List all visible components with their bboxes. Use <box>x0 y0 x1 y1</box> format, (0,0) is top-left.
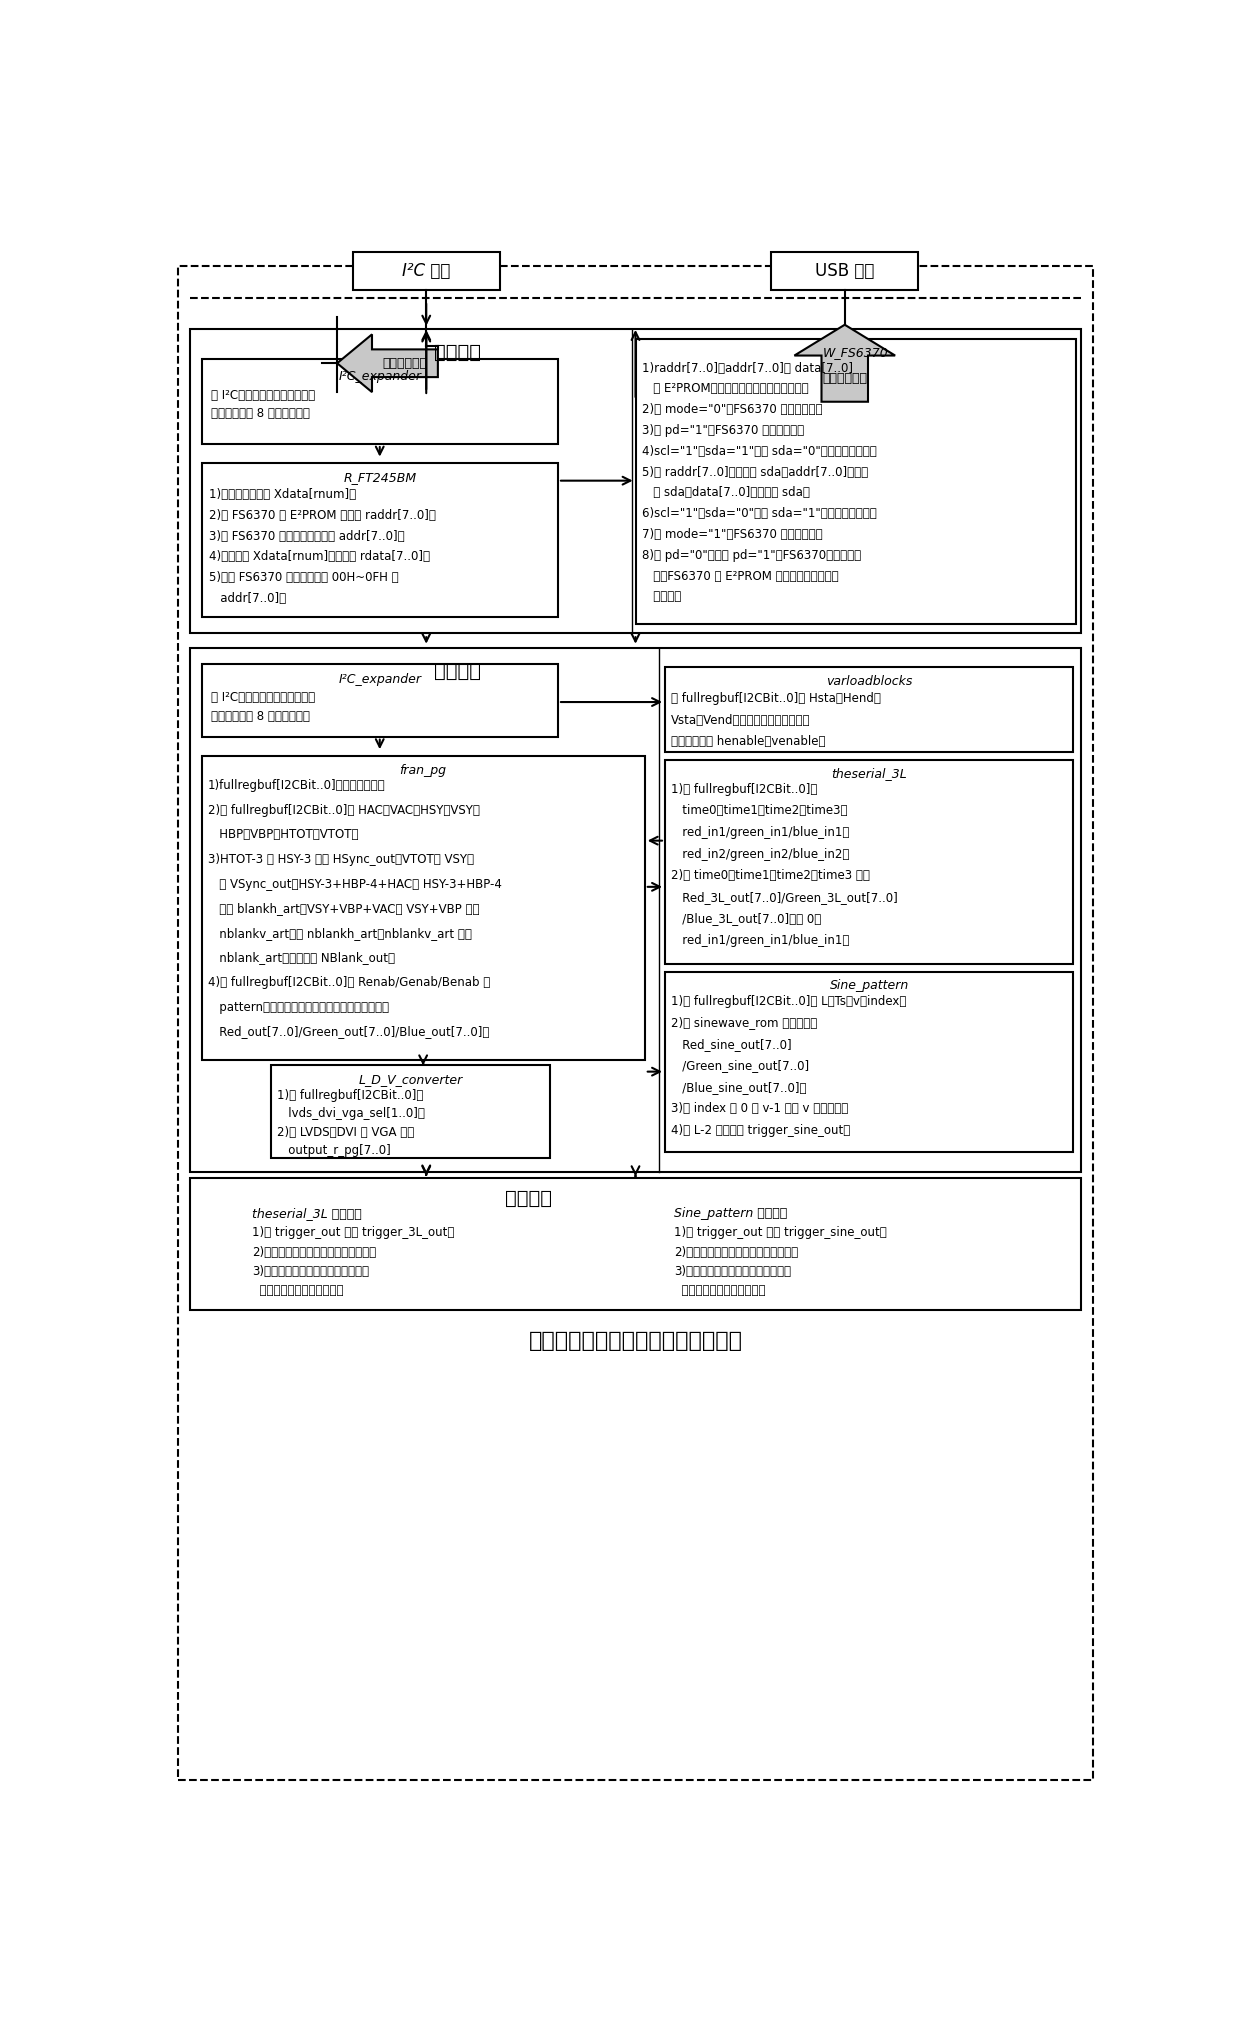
Text: 1)从 trigger_out 接收 trigger_3L_out；: 1)从 trigger_out 接收 trigger_3L_out； <box>252 1226 454 1240</box>
Text: Red_3L_out[7..0]/Green_3L_out[7..0]: Red_3L_out[7..0]/Green_3L_out[7..0] <box>671 891 898 904</box>
Text: 接收测量数据: 接收测量数据 <box>382 357 428 369</box>
Text: pattern，使能输出方块跳变图形或正弦序列图形: pattern，使能输出方块跳变图形或正弦序列图形 <box>207 1001 388 1013</box>
Text: red_in1/green_in1/blue_in1。: red_in1/green_in1/blue_in1。 <box>671 934 849 946</box>
Text: 1)从 fullregbuf[I2CBit..0]获 L、Ts、v、index；: 1)从 fullregbuf[I2CBit..0]获 L、Ts、v、index； <box>671 995 906 1007</box>
Text: HBP、VBP、HTOT、VTOT；: HBP、VBP、HTOT、VTOT； <box>207 829 358 841</box>
Bar <box>665 760 1074 964</box>
Text: /Blue_sine_out[7..0]；: /Blue_sine_out[7..0]； <box>671 1082 807 1094</box>
Text: output_r_pg[7..0]: output_r_pg[7..0] <box>278 1145 391 1157</box>
Text: 4)设 L-2 时刻产生 trigger_sine_out。: 4)设 L-2 时刻产生 trigger_sine_out。 <box>671 1124 851 1137</box>
Bar <box>201 464 558 618</box>
Bar <box>190 328 1081 632</box>
Text: 2)从 fullregbuf[I2CBit..0]获 HAC、VAC、HSY、VSY、: 2)从 fullregbuf[I2CBit..0]获 HAC、VAC、HSY、V… <box>207 804 480 816</box>
Text: 2)置 FS6370 的 E²PROM 地址至 raddr[7..0]；: 2)置 FS6370 的 E²PROM 地址至 raddr[7..0]； <box>210 509 436 523</box>
Text: 平、垂直输出 henable、venable。: 平、垂直输出 henable、venable。 <box>671 735 826 748</box>
Text: 传送采集数据: 传送采集数据 <box>822 373 867 385</box>
Text: Sine_pattern: Sine_pattern <box>830 979 909 993</box>
Text: red_in2/green_in2/blue_in2；: red_in2/green_in2/blue_in2； <box>671 847 849 861</box>
Text: 至 sda、data[7..0]的数据至 sda；: 至 sda、data[7..0]的数据至 sda； <box>642 486 810 500</box>
Text: USB 接口: USB 接口 <box>815 261 874 280</box>
Text: L_D_V_converter: L_D_V_converter <box>358 1074 463 1086</box>
Text: theserial_3L 数据采集: theserial_3L 数据采集 <box>252 1207 362 1220</box>
Text: 5)送 raddr[7..0]的地址至 sda、addr[7..0]的地址: 5)送 raddr[7..0]的地址至 sda、addr[7..0]的地址 <box>642 466 868 478</box>
Bar <box>635 338 1076 624</box>
Text: 转串行数据为 8 位并行数据。: 转串行数据为 8 位并行数据。 <box>211 709 310 723</box>
Text: addr[7..0]。: addr[7..0]。 <box>210 592 286 606</box>
Text: Red_sine_out[7..0]: Red_sine_out[7..0] <box>671 1037 792 1051</box>
Bar <box>352 251 500 290</box>
Text: /Green_sine_out[7..0]: /Green_sine_out[7..0] <box>671 1060 810 1072</box>
Text: Vsta、Vend，令在该屏区域内产生水: Vsta、Vend，令在该屏区域内产生水 <box>671 713 811 727</box>
Text: 2)从选定的模拟输入口开始采集数据；: 2)从选定的模拟输入口开始采集数据； <box>252 1246 376 1258</box>
Text: 3)设 index 从 0 到 v-1 加载 v 次灰度序列: 3)设 index 从 0 到 v-1 加载 v 次灰度序列 <box>671 1102 848 1116</box>
Text: Red_out[7..0]/Green_out[7..0]/Blue_out[7..0]；: Red_out[7..0]/Green_out[7..0]/Blue_out[7… <box>207 1025 489 1039</box>
Bar <box>201 359 558 444</box>
Text: 2)读 sinewave_rom 数据后产生: 2)读 sinewave_rom 数据后产生 <box>671 1017 817 1029</box>
Text: 从 fullregbuf[I2CBit..0]获 Hsta、Hend、: 从 fullregbuf[I2CBit..0]获 Hsta、Hend、 <box>671 693 882 705</box>
Text: 1)fullregbuf[I2CBit..0]缓存测量数据；: 1)fullregbuf[I2CBit..0]缓存测量数据； <box>207 780 386 792</box>
Text: 4)从 fullregbuf[I2CBit..0]获 Renab/Genab/Benab 和: 4)从 fullregbuf[I2CBit..0]获 Renab/Genab/B… <box>207 977 490 989</box>
Text: 2)以 LVDS、DVI 或 VGA 输出: 2)以 LVDS、DVI 或 VGA 输出 <box>278 1126 414 1139</box>
Text: varloadblocks: varloadblocks <box>826 675 913 689</box>
Text: nblank_art，分频产生 NBlank_out。: nblank_art，分频产生 NBlank_out。 <box>207 952 394 964</box>
Text: theserial_3L: theserial_3L <box>831 768 906 780</box>
Text: 电，FS6370 的 E²PROM 中时钟数据调入控制: 电，FS6370 的 E²PROM 中时钟数据调入控制 <box>642 569 838 583</box>
Text: time0、time1、time2、time3、: time0、time1、time2、time3、 <box>671 804 848 816</box>
Bar <box>665 667 1074 752</box>
Bar <box>201 756 645 1060</box>
Text: 经 I²C接口串行接收时钟数据，: 经 I²C接口串行接收时钟数据， <box>211 389 315 401</box>
Text: 3)自动完成一个采样周期的数据采集: 3)自动完成一个采样周期的数据采集 <box>675 1264 791 1278</box>
Text: 3)置 FS6370 的寄存器首地址至 addr[7..0]；: 3)置 FS6370 的寄存器首地址至 addr[7..0]； <box>210 529 405 543</box>
Text: I²C_expander: I²C_expander <box>339 673 422 685</box>
Text: /Blue_3L_out[7..0]输出 0、: /Blue_3L_out[7..0]输出 0、 <box>671 912 821 926</box>
Text: W_FS6370: W_FS6370 <box>822 346 889 359</box>
Text: 2)置 mode="0"，FS6370 为编程模式；: 2)置 mode="0"，FS6370 为编程模式； <box>642 403 822 415</box>
Text: lvds_dvi_vga_sel[1..0]；: lvds_dvi_vga_sel[1..0]； <box>278 1106 425 1120</box>
Text: I²C 接口: I²C 接口 <box>402 261 450 280</box>
Text: 3)HTOT-3 至 HSY-3 生成 HSync_out，VTOT至 VSY生: 3)HTOT-3 至 HSY-3 生成 HSync_out，VTOT至 VSY生 <box>207 853 474 865</box>
Text: 1)接收时钟数据至 Xdata[rnum]；: 1)接收时钟数据至 Xdata[rnum]； <box>210 488 356 500</box>
Text: 寄存器。: 寄存器。 <box>642 590 681 604</box>
Text: 1)从 fullregbuf[I2CBit..0]获: 1)从 fullregbuf[I2CBit..0]获 <box>278 1088 424 1102</box>
Text: 1)raddr[7..0]、addr[7..0]和 data[7..0]: 1)raddr[7..0]、addr[7..0]和 data[7..0] <box>642 363 853 375</box>
Bar <box>272 1066 551 1159</box>
Text: 数据采集: 数据采集 <box>505 1189 552 1207</box>
Text: 时钟更新: 时钟更新 <box>434 342 481 361</box>
Polygon shape <box>795 324 895 401</box>
Text: 和重复执行数据采样周期；: 和重复执行数据采样周期； <box>675 1284 766 1297</box>
Text: 生成 blankh_art，VSY+VBP+VAC至 VSY+VBP 生成: 生成 blankh_art，VSY+VBP+VAC至 VSY+VBP 生成 <box>207 902 479 916</box>
Text: 经 I²C接口串行接收测量数据，: 经 I²C接口串行接收测量数据， <box>211 691 315 705</box>
Text: 转串行数据为 8 位并行数据。: 转串行数据为 8 位并行数据。 <box>211 407 310 419</box>
Text: 1)从 fullregbuf[I2CBit..0]获: 1)从 fullregbuf[I2CBit..0]获 <box>671 782 817 796</box>
Bar <box>190 648 1081 1171</box>
Text: 2)设 time0、time1、time2、time3 期间: 2)设 time0、time1、time2、time3 期间 <box>671 869 870 881</box>
Bar <box>201 665 558 737</box>
Text: 和重复执行数据采样周期；: 和重复执行数据采样周期； <box>252 1284 343 1297</box>
Text: 下位机图像发生、数据采集运行流程: 下位机图像发生、数据采集运行流程 <box>528 1331 743 1351</box>
Text: fran_pg: fran_pg <box>399 764 446 776</box>
Bar <box>190 1177 1081 1311</box>
Text: 4)依次提取 Xdata[rnum]的数据至 rdata[7..0]；: 4)依次提取 Xdata[rnum]的数据至 rdata[7..0]； <box>210 551 430 563</box>
Text: 3)自动完成一个采样周期的数据采集: 3)自动完成一个采样周期的数据采集 <box>252 1264 368 1278</box>
Text: nblankv_art，由 nblankh_art、nblankv_art 生成: nblankv_art，由 nblankh_art、nblankv_art 生成 <box>207 926 471 940</box>
Bar <box>665 972 1074 1153</box>
Text: 图像生成: 图像生成 <box>434 663 481 681</box>
Text: 6)scl="1"、sda="0"变为 sda="1"，传输时序结束；: 6)scl="1"、sda="0"变为 sda="1"，传输时序结束； <box>642 506 877 521</box>
Text: red_in1/green_in1/blue_in1、: red_in1/green_in1/blue_in1、 <box>671 827 849 839</box>
Text: 2)从选定的模拟输入口开始采集数据；: 2)从选定的模拟输入口开始采集数据； <box>675 1246 799 1258</box>
Text: 1)从 trigger_out 接收 trigger_sine_out；: 1)从 trigger_out 接收 trigger_sine_out； <box>675 1226 887 1240</box>
Text: 7)置 mode="1"，FS6370 是运行模式；: 7)置 mode="1"，FS6370 是运行模式； <box>642 529 822 541</box>
Text: I²C_expander: I²C_expander <box>339 371 422 383</box>
Text: Sine_pattern 数据采集: Sine_pattern 数据采集 <box>675 1207 787 1220</box>
Text: 成 VSync_out，HSY-3+HBP-4+HAC至 HSY-3+HBP-4: 成 VSync_out，HSY-3+HBP-4+HAC至 HSY-3+HBP-4 <box>207 877 501 891</box>
Polygon shape <box>337 334 438 393</box>
Text: 3)置 pd="1"，FS6370 上电写操作；: 3)置 pd="1"，FS6370 上电写操作； <box>642 423 804 438</box>
Text: 5)递增 FS6370 的寄存器地址 00H~0FH 至: 5)递增 FS6370 的寄存器地址 00H~0FH 至 <box>210 571 399 583</box>
Text: 获 E²PROM地址、寄存器地址和时钟数据；: 获 E²PROM地址、寄存器地址和时钟数据； <box>642 383 808 395</box>
Text: 8)置 pd="0"、再置 pd="1"，FS6370掉电后再上: 8)置 pd="0"、再置 pd="1"，FS6370掉电后再上 <box>642 549 861 561</box>
Bar <box>771 251 919 290</box>
Text: R_FT245BM: R_FT245BM <box>343 470 417 484</box>
Text: 4)scl="1"、sda="1"变为 sda="0"，传输时序开始；: 4)scl="1"、sda="1"变为 sda="0"，传输时序开始； <box>642 446 877 458</box>
